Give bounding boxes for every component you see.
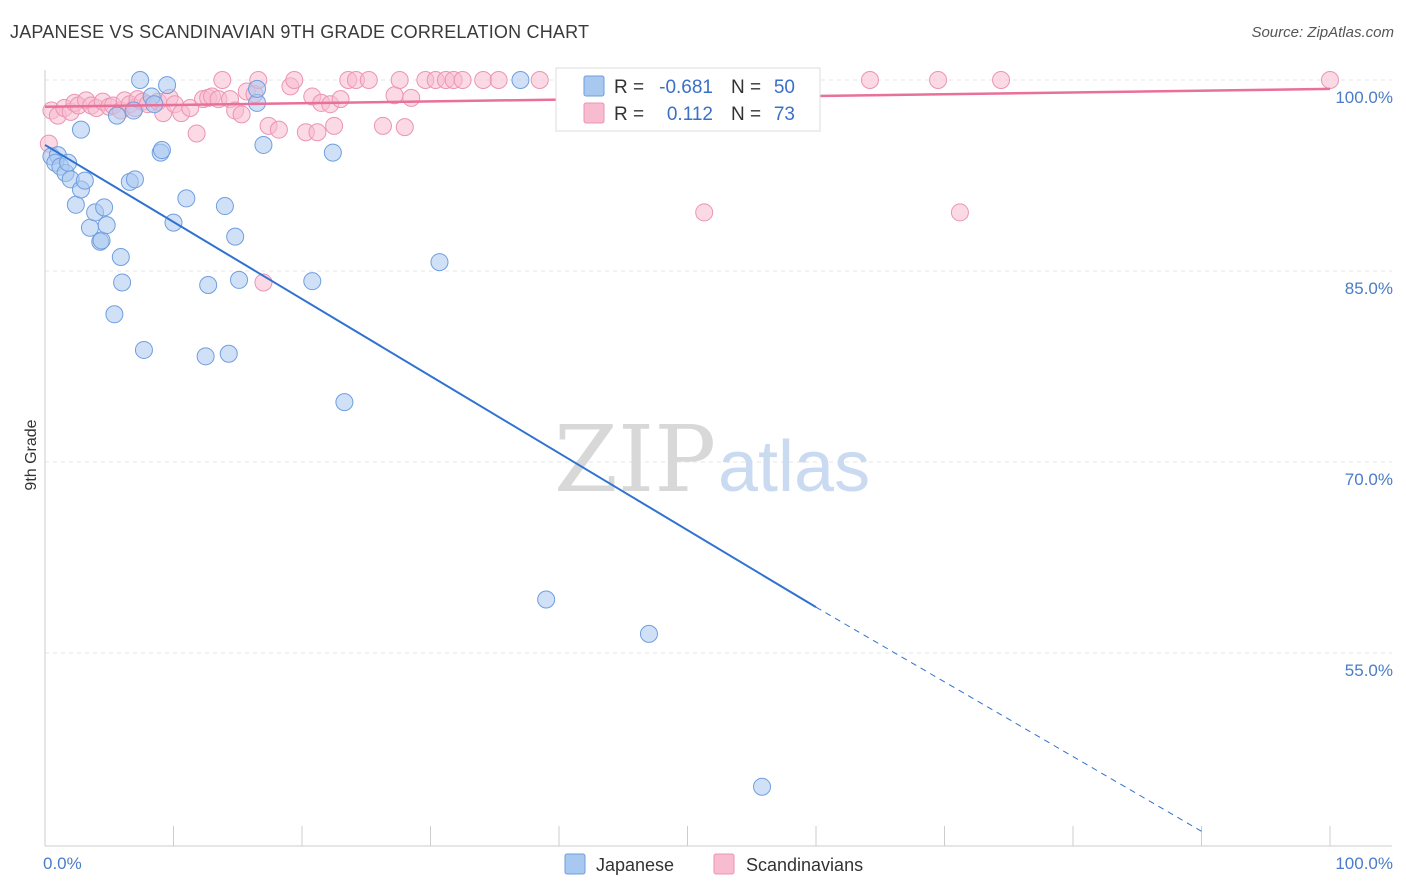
scandinavian-point-64 xyxy=(489,71,508,89)
japanese-point-38 xyxy=(230,270,249,289)
x-tick-labels: 0.0% 100.0% xyxy=(43,854,1393,873)
scandinavian-point-67 xyxy=(695,203,714,222)
japanese-point-49 xyxy=(753,777,772,796)
stats-scandinavian-r-label: R = xyxy=(614,104,644,125)
stats-scandinavian-swatch xyxy=(583,102,605,124)
y-tick-label-0: 100.0% xyxy=(1335,88,1393,107)
japanese-point-24 xyxy=(131,71,150,89)
japanese-point-25 xyxy=(134,340,153,359)
japanese-point-15 xyxy=(97,216,116,235)
stats-japanese-n-label: N = xyxy=(731,77,761,98)
japanese-point-19 xyxy=(113,273,132,292)
japanese-point-48 xyxy=(639,624,658,643)
japanese-point-33 xyxy=(196,347,215,366)
scandinavian-point-65 xyxy=(530,71,549,89)
japanese-point-14 xyxy=(95,198,114,217)
stats-box: R = -0.681 N = 50 R = 0.112 N = 73 xyxy=(555,67,821,132)
scandinavian-point-49 xyxy=(331,90,350,109)
japanese-point-46 xyxy=(511,71,530,89)
japanese-trend-extension xyxy=(815,606,1202,832)
stats-scandinavian-n-value: 73 xyxy=(774,104,795,125)
watermark: ZIP atlas xyxy=(554,406,870,513)
japanese-point-29 xyxy=(152,141,171,160)
scandinavian-point-52 xyxy=(359,71,378,89)
japanese-point-47 xyxy=(537,590,556,609)
japanese-point-9 xyxy=(75,171,94,190)
japanese-point-20 xyxy=(105,305,124,324)
scandinavian-point-55 xyxy=(390,71,409,89)
scandinavian-point-63 xyxy=(474,71,493,89)
stats-japanese-swatch xyxy=(583,75,605,97)
stats-scandinavian-r-value: 0.112 xyxy=(667,104,713,125)
japanese-trend-line xyxy=(44,144,817,609)
japanese-point-16 xyxy=(71,120,90,139)
y-axis-label: 9th Grade xyxy=(23,419,40,490)
scandinavian-point-56 xyxy=(395,118,414,137)
japanese-point-42 xyxy=(303,272,322,291)
japanese-point-36 xyxy=(219,344,238,363)
scandinavian-points xyxy=(39,71,1339,292)
scandinavian-point-26 xyxy=(187,124,206,143)
stats-japanese-r-label: R = xyxy=(614,77,644,98)
japanese-point-22 xyxy=(125,170,144,189)
scandinavian-point-70 xyxy=(950,203,969,222)
watermark-zip: ZIP xyxy=(554,406,716,513)
japanese-point-18 xyxy=(111,247,130,266)
japanese-point-37 xyxy=(226,227,245,246)
scandinavian-point-40 xyxy=(269,120,288,139)
stats-japanese-n-value: 50 xyxy=(774,77,795,98)
y-tick-labels: 100.0% 85.0% 70.0% 55.0% xyxy=(1335,88,1393,680)
japanese-point-7 xyxy=(66,195,85,214)
scandinavian-point-62 xyxy=(453,71,472,89)
japanese-point-35 xyxy=(215,197,234,216)
japanese-point-43 xyxy=(323,143,342,162)
scandinavian-point-48 xyxy=(325,116,344,135)
scandinavian-point-57 xyxy=(402,88,421,107)
japanese-point-41 xyxy=(254,135,273,154)
scandinavian-point-68 xyxy=(860,71,879,89)
legend: Japanese Scandinavians xyxy=(564,853,863,875)
japanese-point-30 xyxy=(158,76,177,95)
scandinavian-point-31 xyxy=(213,71,232,89)
scandinavian-point-34 xyxy=(232,105,251,124)
legend-scandinavian-label: Scandinavians xyxy=(746,855,863,875)
legend-japanese-swatch xyxy=(564,853,586,875)
chart-title: JAPANESE VS SCANDINAVIAN 9TH GRADE CORRE… xyxy=(10,22,590,42)
scandinavian-point-53 xyxy=(373,116,392,135)
scandinavian-point-69 xyxy=(929,71,948,89)
y-tick-label-1: 85.0% xyxy=(1345,279,1393,298)
watermark-atlas: atlas xyxy=(718,427,870,507)
stats-scandinavian-n-label: N = xyxy=(731,104,761,125)
y-tick-label-3: 55.0% xyxy=(1345,661,1393,680)
stats-japanese-r-value: -0.681 xyxy=(659,77,713,98)
legend-scandinavian-swatch xyxy=(713,853,735,875)
japanese-point-34 xyxy=(199,276,218,295)
japanese-point-32 xyxy=(177,189,196,208)
scandinavian-point-42 xyxy=(285,71,304,89)
x-tick-label-start: 0.0% xyxy=(43,854,82,873)
scandinavian-point-71 xyxy=(992,71,1011,89)
japanese-point-40 xyxy=(248,79,267,98)
japanese-point-44 xyxy=(335,393,354,412)
legend-japanese-label: Japanese xyxy=(596,855,674,875)
japanese-point-45 xyxy=(430,253,449,272)
source-label: Source: ZipAtlas.com xyxy=(1251,24,1394,41)
japanese-points xyxy=(42,71,772,796)
grid-lines xyxy=(45,79,1392,654)
x-tick-label-end: 100.0% xyxy=(1335,854,1393,873)
scandinavian-point-45 xyxy=(308,123,327,142)
japanese-point-17 xyxy=(107,106,126,125)
y-tick-label-2: 70.0% xyxy=(1345,470,1393,489)
axes xyxy=(44,70,1392,847)
scandinavian-point-72 xyxy=(1321,71,1339,89)
japanese-point-13 xyxy=(92,231,111,250)
